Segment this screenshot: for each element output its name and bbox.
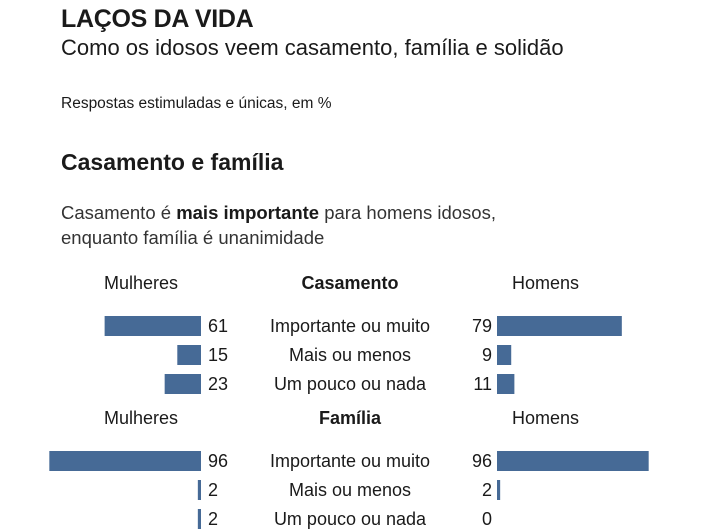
value-label-left: 15 <box>208 345 228 365</box>
category-label: Um pouco ou nada <box>274 509 427 529</box>
category-label: Um pouco ou nada <box>274 374 427 394</box>
bar-right <box>497 374 515 394</box>
value-label-right: 79 <box>472 316 492 336</box>
group-title: Família <box>319 408 382 428</box>
section-lead-line-2: enquanto família é unanimidade <box>61 227 325 248</box>
category-label: Mais ou menos <box>289 480 411 500</box>
chart-note: Respostas estimuladas e únicas, em % <box>61 95 332 112</box>
group-title: Casamento <box>301 273 398 293</box>
bar-right <box>497 451 649 471</box>
category-label: Mais ou menos <box>289 345 411 365</box>
value-label-left: 96 <box>208 451 228 471</box>
section-title: Casamento e família <box>61 149 284 175</box>
value-label-right: 2 <box>482 480 492 500</box>
bar-left <box>177 345 201 365</box>
bar-left <box>197 509 201 529</box>
bar-left <box>49 451 201 471</box>
value-label-left: 2 <box>208 509 218 529</box>
chart-title: LAÇOS DA VIDA <box>61 5 254 33</box>
lead-text-start: Casamento é <box>61 202 177 223</box>
legend-label-left: Mulheres <box>104 273 178 293</box>
bar-right <box>497 316 622 336</box>
lead-text-bold: mais importante <box>176 202 320 223</box>
bar-left <box>197 480 201 500</box>
value-label-right: 0 <box>482 509 492 529</box>
value-label-left: 2 <box>208 480 218 500</box>
legend-label-right: Homens <box>512 273 579 293</box>
bar-right <box>497 345 512 365</box>
category-label: Importante ou muito <box>270 451 430 471</box>
bar-right <box>497 480 501 500</box>
value-label-left: 23 <box>208 374 228 394</box>
value-label-right: 96 <box>472 451 492 471</box>
section-lead-line-1: Casamento é mais importante para homens … <box>61 202 496 224</box>
legend-label-right: Homens <box>512 408 579 428</box>
bar-left <box>104 316 201 336</box>
butterfly-charts: Mulheres Casamento Homens 61 Importante ou m… <box>49 273 649 529</box>
category-label: Importante ou muito <box>270 316 430 336</box>
lead-text-end: para homens idosos, <box>319 202 496 223</box>
value-label-right: 9 <box>482 345 492 365</box>
value-label-right: 11 <box>473 374 492 394</box>
legend-label-left: Mulheres <box>104 408 178 428</box>
chart-subtitle: Como os idosos veem casamento, família e… <box>61 35 564 60</box>
bar-left <box>164 374 201 394</box>
value-label-left: 61 <box>208 316 228 336</box>
